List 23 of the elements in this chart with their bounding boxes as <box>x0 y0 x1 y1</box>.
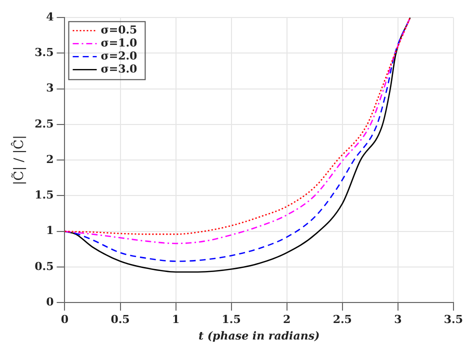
x-tick-label: 1.5 <box>222 313 241 326</box>
x-tick-label: 1 <box>172 313 180 326</box>
y-tick-label: 1 <box>46 224 54 238</box>
y-tick-label: 3 <box>46 82 54 95</box>
legend-label: σ=3.0 <box>100 62 138 76</box>
x-tick-label: 2 <box>283 313 291 326</box>
x-tick-label: 3.5 <box>444 313 463 326</box>
y-tick-label: 0 <box>46 295 54 308</box>
y-axis-title: |C̃| / |Ĉ| <box>10 135 28 186</box>
x-tick-label: 2.5 <box>332 313 352 326</box>
y-tick-label: 2.5 <box>34 117 54 130</box>
legend-label: σ=1.0 <box>100 36 138 50</box>
y-tick-label: 0.5 <box>34 260 54 273</box>
legend-label: σ=2.0 <box>100 49 138 62</box>
x-tick-label: 0.5 <box>110 313 130 326</box>
x-tick-label: 0 <box>60 313 69 326</box>
x-axis-title: t (phase in radians) <box>198 329 320 342</box>
legend-label: σ=0.5 <box>100 23 138 36</box>
y-tick-label: 2 <box>46 152 54 166</box>
y-tick-label: 1.5 <box>34 188 54 202</box>
y-tick-label: 3.5 <box>34 46 54 60</box>
y-tick-label: 4 <box>46 10 54 24</box>
x-tick-label: 3 <box>394 313 402 326</box>
